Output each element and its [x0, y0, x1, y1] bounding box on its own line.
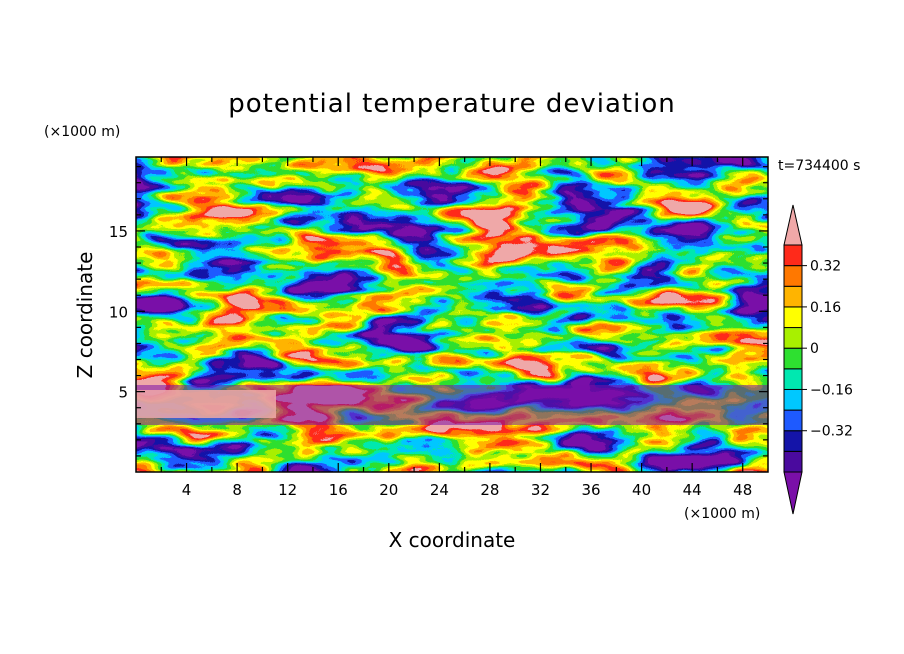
colorbar-cell	[783, 430, 803, 452]
x-tick-label: 12	[278, 481, 297, 499]
x-tick-label: 32	[531, 481, 550, 499]
contour-field	[136, 157, 768, 472]
x-tick-label: 36	[581, 481, 600, 499]
x-tick-label: 40	[632, 481, 651, 499]
colorbar-cell	[783, 450, 803, 473]
x-axis-label: X coordinate	[389, 528, 516, 552]
colorbar-cell	[783, 368, 803, 390]
x-tick-label: 8	[232, 481, 242, 499]
plot-frame	[135, 156, 769, 473]
x-tick-label: 28	[480, 481, 499, 499]
chart-title: potential temperature deviation	[228, 89, 675, 119]
x-axis-ticks: 4 8 12 16 20 24 28 32 36 40 44 48	[160, 157, 752, 499]
colorbar-extend-max	[783, 204, 803, 246]
colorbar-cell	[783, 285, 803, 308]
colorbar-extend-min	[783, 471, 803, 515]
y-axis-unit: (×1000 m)	[44, 124, 120, 140]
colorbar-cell	[783, 347, 803, 370]
time-label: t=734400 s	[778, 158, 860, 174]
x-tick-label: 20	[379, 481, 398, 499]
y-tick-label: 15	[109, 223, 128, 241]
x-tick-label: 16	[329, 481, 348, 499]
colorbar-label: 0.32	[810, 259, 841, 275]
colorbar-cell	[783, 327, 803, 349]
colorbar-cell	[783, 388, 803, 411]
y-tick-label: 10	[109, 303, 128, 321]
colorbar: 0.32 0.16 0 −0.16 −0.32	[783, 204, 853, 515]
colorbar-cell	[783, 244, 803, 267]
colorbar-cell	[783, 265, 803, 287]
y-tick-label: 5	[118, 384, 128, 402]
x-tick-label: 44	[683, 481, 702, 499]
lower-layer-pink-band	[136, 390, 276, 418]
colorbar-label: 0	[810, 341, 819, 357]
colorbar-cell	[783, 306, 803, 329]
colorbar-label: −0.16	[810, 382, 853, 398]
x-tick-label: 24	[430, 481, 449, 499]
x-tick-label: 4	[182, 481, 192, 499]
colorbar-label: −0.32	[810, 424, 853, 440]
y-axis-label: Z coordinate	[73, 252, 97, 379]
colorbar-label: 0.16	[810, 300, 841, 316]
y-axis-ticks: 5 10 15	[109, 166, 768, 457]
x-tick-label: 48	[733, 481, 752, 499]
x-axis-unit: (×1000 m)	[684, 506, 760, 522]
colorbar-cell	[783, 409, 803, 432]
